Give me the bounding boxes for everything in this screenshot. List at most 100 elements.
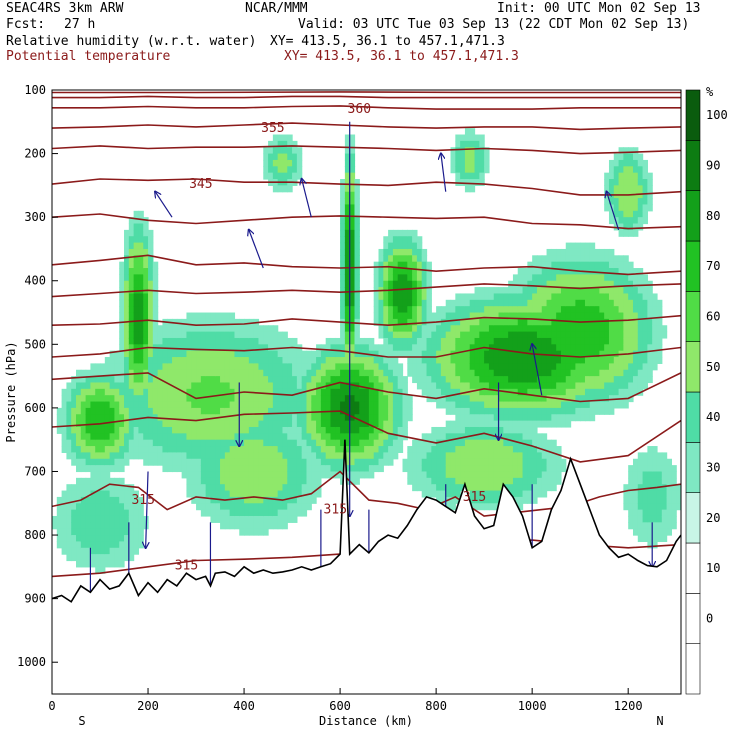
- rh-cell: [397, 350, 404, 358]
- rh-cell: [479, 382, 485, 390]
- rh-cell: [373, 465, 380, 473]
- rh-cell: [191, 382, 197, 390]
- rh-cell: [263, 414, 269, 422]
- rh-cell: [522, 369, 528, 377]
- rh-cell: [373, 401, 380, 409]
- rh-cell: [560, 255, 567, 263]
- rh-cell: [608, 280, 615, 288]
- rh-cell: [479, 414, 485, 422]
- rh-cell: [445, 325, 452, 333]
- rh-cell: [383, 407, 389, 415]
- rh-cell: [637, 503, 644, 511]
- rh-cell: [412, 477, 418, 485]
- rh-cell: [421, 446, 428, 453]
- rh-cell: [426, 439, 432, 447]
- rh-cell: [479, 299, 485, 307]
- rh-cell: [628, 376, 634, 384]
- rh-cell: [493, 331, 500, 339]
- rh-cell: [296, 395, 303, 403]
- rh-cell: [628, 287, 634, 295]
- rh-cell: [344, 426, 351, 434]
- rh-cell: [455, 357, 461, 364]
- rh-cell: [215, 357, 221, 364]
- rh-cell: [436, 465, 442, 473]
- rh-cell: [388, 268, 394, 275]
- rh-cell: [484, 433, 490, 441]
- rh-cell: [532, 299, 538, 307]
- rh-cell: [479, 407, 485, 415]
- rh-cell: [133, 420, 140, 428]
- rh-cell: [604, 376, 610, 384]
- organization-label: NCAR/MMM: [245, 1, 308, 16]
- rh-cell: [584, 255, 591, 263]
- rh-cell: [258, 369, 264, 377]
- rh-cell: [373, 426, 380, 434]
- colorbar-bin: [685, 442, 701, 493]
- rh-cell: [628, 325, 634, 333]
- colorbar-unit: %: [706, 85, 714, 99]
- rh-cell: [205, 401, 212, 409]
- rh-cell: [580, 261, 586, 269]
- rh-cell: [618, 274, 624, 282]
- rh-cell: [85, 382, 92, 390]
- rh-cell: [133, 446, 140, 453]
- rh-cell: [546, 274, 552, 282]
- rh-cell: [628, 185, 634, 193]
- rh-cell: [224, 484, 231, 492]
- rh-cell: [392, 229, 399, 237]
- rh-cell: [248, 490, 255, 498]
- rh-cell: [412, 299, 418, 307]
- rh-cell: [172, 357, 178, 364]
- rh-cell: [210, 471, 216, 479]
- rh-cell: [546, 401, 552, 409]
- rh-cell: [181, 376, 188, 384]
- rh-cell: [474, 306, 480, 314]
- rh-cell: [119, 420, 125, 428]
- rh-cell: [133, 388, 140, 396]
- rh-cell: [484, 350, 490, 358]
- rh-cell: [349, 357, 356, 364]
- rh-cell: [66, 407, 72, 415]
- rh-cell: [512, 446, 519, 453]
- rh-cell: [493, 369, 500, 377]
- rh-cell: [138, 407, 144, 415]
- rh-cell: [416, 484, 423, 492]
- rh-cell: [258, 337, 264, 345]
- rh-cell: [244, 465, 250, 473]
- rh-cell: [570, 350, 576, 358]
- rh-cell: [349, 185, 356, 193]
- rh-cell: [354, 280, 360, 288]
- rh-cell: [229, 350, 236, 358]
- rh-cell: [176, 401, 183, 409]
- rh-cell: [551, 484, 557, 492]
- rh-cell: [80, 496, 87, 504]
- rh-cell: [637, 299, 644, 307]
- rh-cell: [354, 306, 360, 314]
- rh-cell: [455, 496, 461, 504]
- rh-cell: [613, 369, 620, 377]
- rh-cell: [618, 217, 624, 225]
- rh-cell: [383, 318, 389, 326]
- rh-cell: [666, 471, 672, 479]
- rh-cell: [426, 465, 432, 473]
- rh-cell: [263, 509, 269, 517]
- rh-cell: [205, 388, 212, 396]
- rh-cell: [421, 261, 428, 269]
- rh-cell: [378, 293, 384, 301]
- rh-cell: [354, 420, 360, 428]
- rh-cell: [349, 172, 356, 180]
- rh-cell: [407, 280, 413, 288]
- rh-cell: [191, 331, 197, 339]
- rh-cell: [599, 274, 605, 282]
- rh-cell: [167, 369, 173, 377]
- rh-cell: [301, 369, 308, 377]
- rh-cell: [100, 528, 106, 536]
- rh-cell: [632, 172, 639, 180]
- rh-cell: [436, 344, 442, 352]
- rh-cell: [239, 350, 245, 358]
- rh-cell: [162, 458, 168, 466]
- rh-cell: [56, 420, 63, 428]
- rh-cell: [402, 242, 408, 250]
- rh-cell: [133, 299, 140, 307]
- rh-cell: [364, 369, 370, 377]
